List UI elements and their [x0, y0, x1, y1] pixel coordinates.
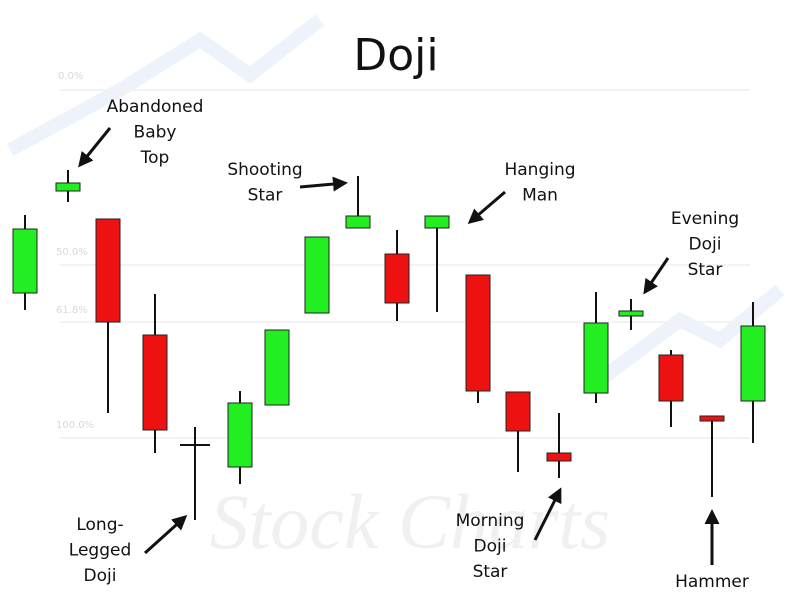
arrow — [467, 190, 506, 224]
candles — [12, 170, 766, 520]
annotation-label: Evening — [671, 209, 739, 229]
candle-body — [142, 334, 168, 431]
candle-body — [55, 182, 81, 192]
annotation-label: Man — [522, 186, 558, 206]
annotation-label: Doji — [689, 235, 722, 255]
candle-body — [304, 236, 330, 314]
candle-body — [546, 452, 572, 462]
watermark-level: 100.0% — [56, 420, 94, 431]
annotation-label: Shooting — [227, 160, 302, 180]
background-decoration — [6, 14, 785, 439]
candle-body — [12, 228, 38, 294]
candle-body — [227, 402, 253, 468]
annotation-label: Legged — [69, 541, 131, 561]
arrow — [643, 257, 670, 295]
candle-body — [384, 253, 410, 304]
annotation-label: Morning — [456, 511, 525, 531]
annotation-label: Baby — [134, 123, 177, 143]
annotation-label: Top — [140, 148, 170, 168]
candle-body — [505, 391, 531, 432]
arrow — [299, 176, 348, 192]
annotation-label: Doji — [474, 537, 507, 557]
watermark-brand: Stock Charts — [210, 478, 611, 565]
arrow — [143, 514, 188, 555]
annotation-label: Star — [248, 186, 283, 206]
annotation-label: Doji — [84, 566, 117, 586]
annotation-label: Star — [473, 562, 508, 582]
labels: Abandoned Baby Top Shooting Star Hanging Man Ev… — [69, 97, 749, 592]
annotation-label: Star — [688, 260, 723, 280]
candle-body — [618, 310, 644, 317]
candle-body — [424, 215, 450, 229]
annotation-label: Long- — [76, 515, 123, 535]
arrow — [533, 487, 562, 541]
arrows — [78, 127, 720, 565]
watermark-level: 61.8% — [56, 305, 88, 316]
watermark-level: 50.0% — [56, 247, 88, 258]
candle-body — [465, 274, 491, 392]
candle-body — [583, 322, 609, 394]
annotation-label: Hanging — [504, 160, 575, 180]
candle-body — [740, 325, 766, 402]
candle-body — [699, 415, 725, 422]
arrow — [78, 127, 112, 168]
candle-body — [95, 218, 121, 323]
candle-body — [658, 354, 684, 402]
candle-body — [345, 215, 371, 229]
title: Doji — [353, 30, 438, 81]
annotation-label: Abandoned — [107, 97, 204, 117]
watermark-level: 0.0% — [58, 71, 83, 82]
watermark-levels: 0.0% 50.0% 61.8% 100.0% — [56, 71, 94, 431]
candle-body — [264, 329, 290, 406]
annotation-label: Hammer — [675, 572, 749, 592]
